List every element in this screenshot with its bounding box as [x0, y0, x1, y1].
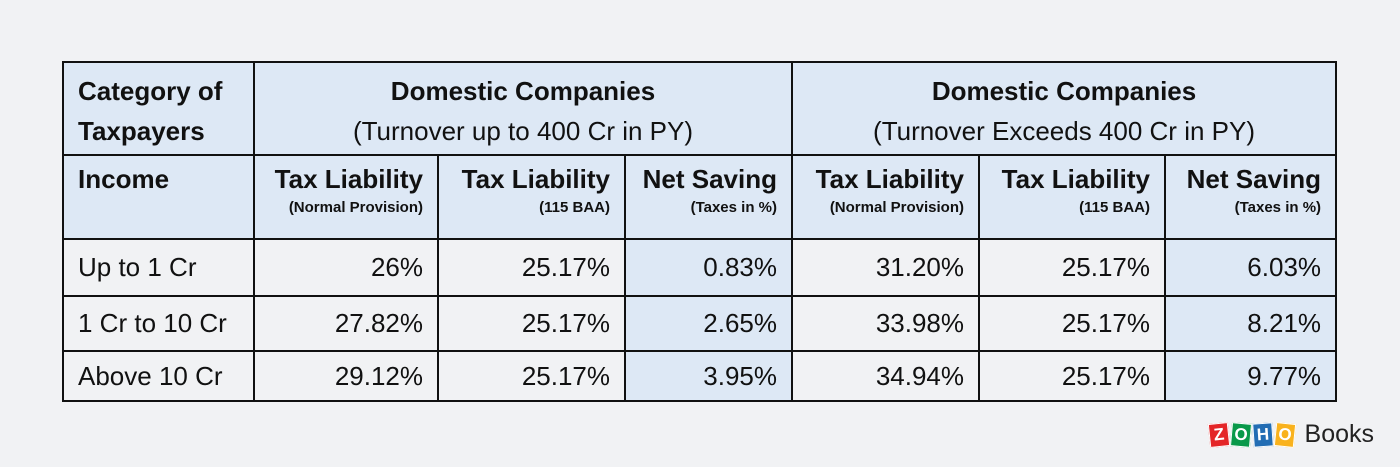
- data-cell: 25.17%: [978, 295, 1166, 352]
- logo-text: Books: [1304, 420, 1374, 448]
- group-header: Domestic Companies (Turnover Exceeds 400 …: [790, 61, 1338, 156]
- column-title: Tax Liability: [1001, 164, 1150, 194]
- data-cell: 6.03%: [1163, 238, 1338, 297]
- data-cell: 0.83%: [624, 238, 793, 297]
- logo-letter: Z: [1207, 421, 1230, 448]
- column-header: Net Saving (Taxes in %): [1163, 154, 1338, 240]
- data-cell: 25.17%: [437, 350, 626, 402]
- data-cell: 29.12%: [253, 350, 439, 402]
- subheader-row: Income Tax Liability (Normal Provision) Tax…: [62, 154, 1338, 240]
- logo: Z O H O Books: [1207, 420, 1374, 449]
- data-cell: 31.20%: [791, 238, 980, 297]
- logo-letter: H: [1251, 421, 1274, 448]
- column-note: (Taxes in %): [690, 199, 777, 216]
- column-title: Net Saving: [1186, 164, 1322, 194]
- row-label: Up to 1 Cr: [62, 238, 255, 297]
- header-cell: Income: [62, 154, 255, 240]
- data-cell: 27.82%: [253, 295, 439, 352]
- header-cell: Category of Taxpayers: [62, 61, 255, 156]
- column-header: Tax Liability (Normal Provision): [253, 154, 439, 240]
- column-header: Tax Liability (115 BAA): [978, 154, 1166, 240]
- data-row: 1 Cr to 10 Cr 27.82% 25.17% 2.65% 33.98% 25.1…: [62, 295, 1338, 352]
- group-subtitle: (Turnover Exceeds 400 Cr in PY): [873, 116, 1255, 146]
- data-cell: 26%: [253, 238, 439, 297]
- column-note: (Normal Provision): [829, 199, 964, 216]
- data-row: Above 10 Cr 29.12% 25.17% 3.95% 34.94% 25.17%…: [62, 350, 1338, 402]
- row-label: 1 Cr to 10 Cr: [62, 295, 255, 352]
- logo-letter: O: [1273, 421, 1296, 448]
- column-header: Tax Liability (115 BAA): [437, 154, 626, 240]
- column-title: Net Saving: [642, 164, 777, 194]
- column-header: Net Saving (Taxes in %): [624, 154, 793, 240]
- group-title: Domestic Companies: [931, 76, 1197, 106]
- group-subtitle: (Turnover up to 400 Cr in PY): [352, 116, 694, 146]
- group-header: Domestic Companies (Turnover up to 400 Cr…: [253, 61, 793, 156]
- tax-table: Category of Taxpayers Domestic Companies (…: [62, 61, 1338, 402]
- data-cell: 3.95%: [624, 350, 793, 402]
- column-header: Tax Liability (Normal Provision): [791, 154, 980, 240]
- logo-letter: O: [1229, 421, 1252, 448]
- data-cell: 8.21%: [1163, 295, 1338, 352]
- column-note: (115 BAA): [539, 199, 610, 216]
- data-cell: 25.17%: [437, 238, 626, 297]
- data-row: Up to 1 Cr 26% 25.17% 0.83% 31.20% 25.17% 6.03…: [62, 238, 1338, 297]
- header-row: Category of Taxpayers Domestic Companies (…: [62, 61, 1338, 156]
- data-cell: 25.17%: [978, 350, 1166, 402]
- row-label: Above 10 Cr: [62, 350, 255, 402]
- column-title: Tax Liability: [274, 164, 423, 194]
- data-cell: 9.77%: [1163, 350, 1338, 402]
- data-cell: 25.17%: [437, 295, 626, 352]
- column-note: (115 BAA): [1079, 199, 1150, 216]
- column-note: (Taxes in %): [1234, 199, 1322, 216]
- data-cell: 33.98%: [791, 295, 980, 352]
- group-title: Domestic Companies: [390, 76, 656, 106]
- column-title: Tax Liability: [815, 164, 964, 194]
- data-cell: 25.17%: [978, 238, 1166, 297]
- column-note: (Normal Provision): [288, 199, 423, 216]
- data-cell: 34.94%: [791, 350, 980, 402]
- column-title: Tax Liability: [461, 164, 610, 194]
- data-cell: 2.65%: [624, 295, 793, 352]
